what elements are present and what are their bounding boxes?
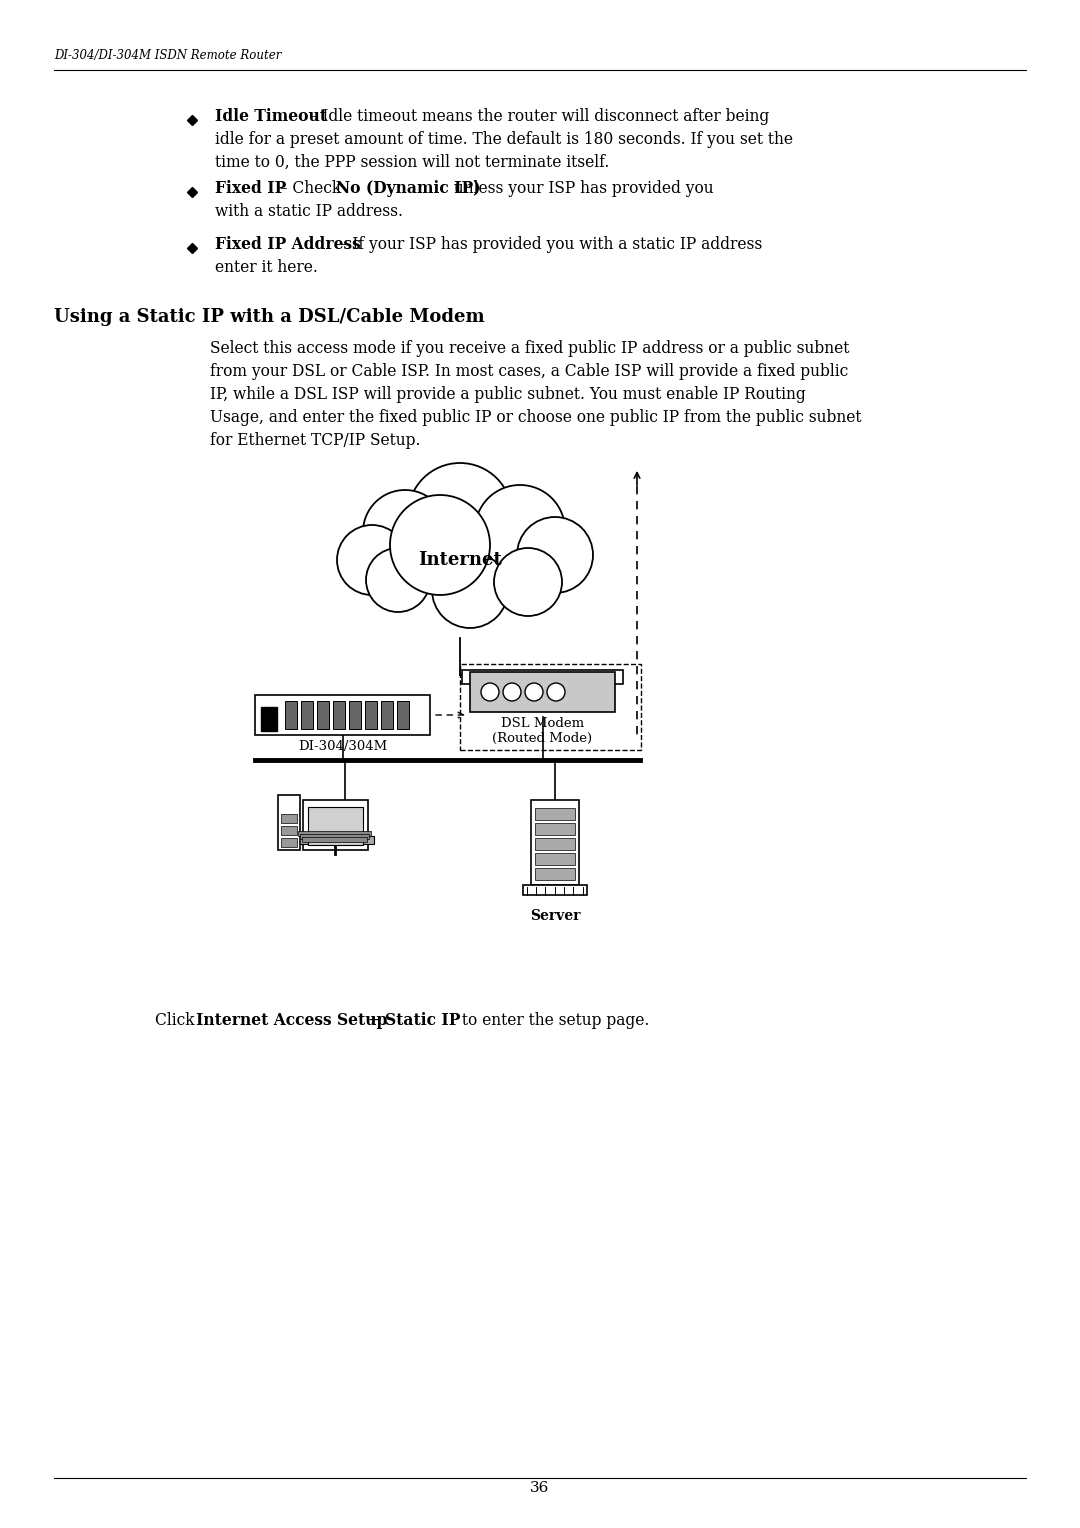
FancyBboxPatch shape (535, 837, 575, 850)
FancyBboxPatch shape (302, 837, 367, 842)
FancyBboxPatch shape (301, 701, 313, 729)
Circle shape (408, 463, 512, 567)
Text: Server: Server (530, 909, 580, 923)
Text: Static IP: Static IP (386, 1012, 460, 1028)
FancyBboxPatch shape (255, 695, 430, 735)
Text: time to 0, the PPP session will not terminate itself.: time to 0, the PPP session will not term… (215, 154, 609, 171)
Text: Fixed IP: Fixed IP (215, 180, 286, 197)
Text: unless your ISP has provided you: unless your ISP has provided you (448, 180, 713, 197)
Text: Fixed IP Address: Fixed IP Address (215, 235, 361, 254)
FancyBboxPatch shape (278, 795, 300, 850)
FancyBboxPatch shape (381, 701, 393, 729)
Circle shape (525, 683, 543, 701)
FancyBboxPatch shape (281, 837, 297, 847)
FancyBboxPatch shape (535, 824, 575, 834)
Text: with a static IP address.: with a static IP address. (215, 203, 403, 220)
FancyBboxPatch shape (462, 669, 623, 685)
Circle shape (481, 683, 499, 701)
Text: (Routed Mode): (Routed Mode) (492, 732, 593, 746)
Text: from your DSL or Cable ISP. In most cases, a Cable ISP will provide a fixed publ: from your DSL or Cable ISP. In most case… (210, 364, 848, 380)
Circle shape (432, 552, 508, 628)
Circle shape (546, 683, 565, 701)
Text: Internet: Internet (418, 552, 502, 568)
Text: Usage, and enter the fixed public IP or choose one public IP from the public sub: Usage, and enter the fixed public IP or … (210, 410, 862, 426)
FancyBboxPatch shape (470, 672, 615, 712)
FancyBboxPatch shape (397, 701, 409, 729)
Text: for Ethernet TCP/IP Setup.: for Ethernet TCP/IP Setup. (210, 432, 420, 449)
Text: DI-304/DI-304M ISDN Remote Router: DI-304/DI-304M ISDN Remote Router (54, 49, 282, 63)
FancyBboxPatch shape (303, 801, 368, 850)
Text: to enter the setup page.: to enter the setup page. (457, 1012, 649, 1028)
Circle shape (517, 516, 593, 593)
FancyBboxPatch shape (318, 701, 329, 729)
Text: – Check: – Check (275, 180, 346, 197)
Text: 36: 36 (530, 1481, 550, 1494)
Circle shape (494, 549, 562, 616)
Text: Internet Access Setup: Internet Access Setup (197, 1012, 388, 1028)
FancyBboxPatch shape (365, 701, 377, 729)
Text: enter it here.: enter it here. (215, 260, 318, 277)
FancyBboxPatch shape (333, 701, 345, 729)
Text: IP, while a DSL ISP will provide a public subnet. You must enable IP Routing: IP, while a DSL ISP will provide a publi… (210, 387, 806, 403)
Circle shape (337, 526, 407, 594)
Text: Select this access mode if you receive a fixed public IP address or a public sub: Select this access mode if you receive a… (210, 341, 849, 358)
Text: Idle Timeout: Idle Timeout (215, 108, 327, 125)
Text: Using a Static IP with a DSL/Cable Modem: Using a Static IP with a DSL/Cable Modem (54, 309, 485, 325)
Circle shape (366, 549, 430, 613)
FancyBboxPatch shape (535, 853, 575, 865)
FancyBboxPatch shape (535, 808, 575, 821)
FancyBboxPatch shape (295, 836, 374, 843)
FancyBboxPatch shape (531, 801, 579, 885)
Text: idle for a preset amount of time. The default is 180 seconds. If you set the: idle for a preset amount of time. The de… (215, 131, 793, 148)
FancyBboxPatch shape (349, 701, 361, 729)
Text: – If your ISP has provided you with a static IP address: – If your ISP has provided you with a st… (335, 235, 762, 254)
Text: DSL Modem: DSL Modem (501, 717, 584, 730)
FancyBboxPatch shape (281, 827, 297, 834)
Text: →: → (364, 1012, 387, 1028)
FancyBboxPatch shape (281, 814, 297, 824)
Circle shape (363, 490, 447, 575)
FancyBboxPatch shape (535, 868, 575, 880)
Text: DI-304/304M: DI-304/304M (298, 740, 387, 753)
Text: Click: Click (156, 1012, 200, 1028)
FancyBboxPatch shape (308, 807, 363, 845)
FancyBboxPatch shape (261, 707, 276, 730)
FancyBboxPatch shape (285, 701, 297, 729)
FancyBboxPatch shape (298, 831, 372, 836)
Circle shape (475, 484, 565, 575)
FancyBboxPatch shape (523, 885, 588, 895)
FancyBboxPatch shape (300, 834, 369, 839)
Text: No (Dynamic IP): No (Dynamic IP) (336, 180, 481, 197)
Circle shape (503, 683, 521, 701)
Circle shape (390, 495, 490, 594)
Text: – Idle timeout means the router will disconnect after being: – Idle timeout means the router will dis… (305, 108, 769, 125)
